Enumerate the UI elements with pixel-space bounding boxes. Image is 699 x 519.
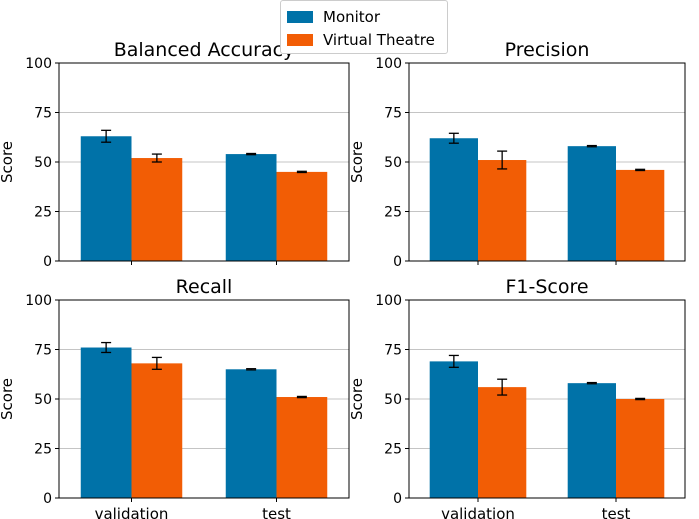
legend-label-virtual-theatre: Virtual Theatre — [323, 30, 435, 49]
y-tick-label: 25 — [384, 442, 402, 458]
y-tick-label: 75 — [384, 106, 402, 122]
y-tick-label: 25 — [34, 442, 52, 458]
legend-item-monitor: Monitor — [287, 5, 441, 28]
axes-frame — [58, 62, 350, 262]
axes-frame — [408, 62, 686, 262]
panel-title: F1-Score — [505, 276, 588, 298]
y-axis-label: Score — [348, 141, 366, 183]
bar-virtual-theatre-test — [616, 169, 665, 261]
x-tick-label-test: test — [262, 505, 291, 519]
bar-virtual-theatre-test — [616, 399, 665, 498]
y-tick-label: 0 — [43, 254, 52, 270]
y-tick-label: 75 — [34, 343, 52, 359]
panel-title: Balanced Accuracy — [114, 39, 295, 61]
y-tick-label: 75 — [34, 106, 52, 122]
bar-monitor-test — [567, 383, 616, 498]
y-tick-label: 50 — [34, 392, 52, 408]
x-tick-label-test: test — [602, 505, 631, 519]
y-axis-label: Score — [348, 378, 366, 420]
panel-balanced-accuracy: 0 25 50 75 100 Balanced Accuracy Score — [0, 39, 350, 270]
bar-virtual-theatre-validation — [478, 160, 527, 261]
bar-monitor-validation — [429, 138, 478, 261]
bar-monitor-validation — [429, 361, 478, 498]
bar-virtual-theatre-test — [276, 171, 328, 261]
x-tick-label-validation: validation — [95, 505, 169, 519]
y-tick-label: 100 — [375, 56, 402, 72]
y-axis-label: Score — [0, 141, 16, 183]
y-tick-label: 25 — [384, 205, 402, 221]
y-tick-label: 100 — [25, 56, 52, 72]
legend-label-monitor: Monitor — [323, 7, 381, 26]
panel-f1-score: 0 25 50 75 100 validation test F1-Score Score — [348, 276, 686, 519]
axes-frame — [408, 299, 686, 499]
y-tick-label: 50 — [34, 155, 52, 171]
y-tick-label: 75 — [384, 343, 402, 359]
axes-frame — [58, 299, 350, 499]
bar-virtual-theatre-validation — [131, 363, 183, 498]
bar-virtual-theatre-validation — [478, 387, 527, 498]
legend: Monitor Virtual Theatre — [280, 0, 448, 54]
bar-monitor-validation — [80, 136, 132, 261]
bar-monitor-test — [567, 146, 616, 261]
legend-item-virtual-theatre: Virtual Theatre — [287, 28, 441, 51]
y-tick-label: 100 — [25, 293, 52, 309]
y-axis-label: Score — [0, 378, 16, 420]
panel-recall: 0 25 50 75 100 validation test Recall Score — [0, 276, 350, 519]
legend-swatch-virtual-theatre — [287, 33, 313, 46]
y-tick-label: 25 — [34, 205, 52, 221]
y-tick-label: 100 — [375, 293, 402, 309]
y-tick-label: 0 — [393, 254, 402, 270]
panel-precision: 0 25 50 75 100 Precision Score — [348, 39, 686, 270]
bar-monitor-test — [225, 369, 277, 498]
bar-virtual-theatre-validation — [131, 158, 183, 261]
y-tick-label: 50 — [384, 155, 402, 171]
y-tick-label: 50 — [384, 392, 402, 408]
bar-monitor-validation — [80, 347, 132, 498]
panel-title: Precision — [505, 39, 590, 61]
y-tick-label: 0 — [43, 491, 52, 507]
bar-monitor-test — [225, 154, 277, 261]
y-tick-label: 0 — [393, 491, 402, 507]
bar-virtual-theatre-test — [276, 397, 328, 498]
legend-swatch-monitor — [287, 10, 313, 23]
panel-title: Recall — [176, 276, 233, 298]
x-tick-label-validation: validation — [441, 505, 515, 519]
